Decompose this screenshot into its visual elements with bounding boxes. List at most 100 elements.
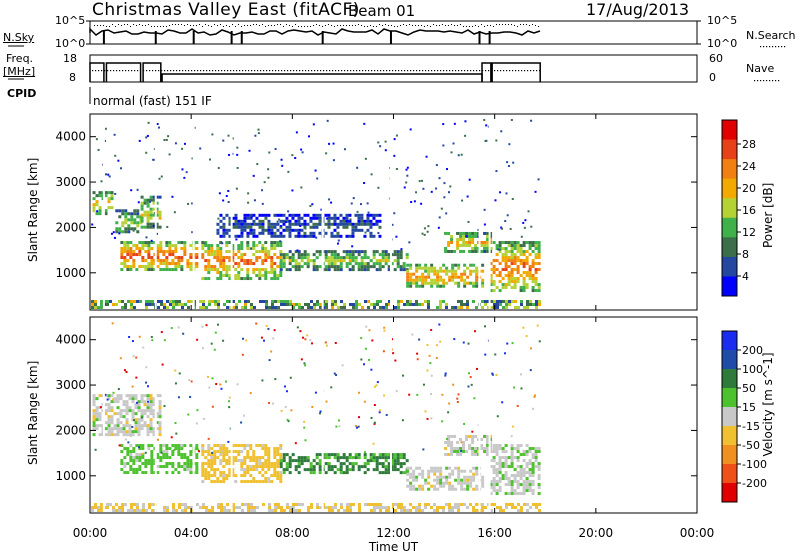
echo-cell [525, 256, 529, 260]
echo-cell [258, 231, 262, 235]
echo-cell [436, 487, 440, 491]
echo-cell [427, 275, 431, 279]
echo-cell [333, 465, 337, 469]
echo-cell [492, 447, 496, 451]
echo-cell [486, 237, 490, 241]
echo-cell [498, 477, 502, 481]
echo-cell [330, 231, 334, 235]
echo-cell [516, 444, 520, 448]
echo-cell [184, 503, 187, 506]
echo-cell [325, 306, 328, 309]
echo-cell [267, 447, 271, 451]
power-colorbar-segment [722, 256, 737, 277]
echo-cell [351, 265, 355, 269]
nave-dot [329, 70, 331, 72]
echo-cell [421, 484, 425, 488]
echo-cell [287, 170, 290, 173]
echo-cell [366, 228, 370, 232]
echo-cell [136, 503, 139, 506]
freq-unit-label: [MHz] [3, 65, 36, 78]
echo-cell [171, 453, 175, 457]
echo-cell [216, 323, 219, 326]
echo-cell [445, 466, 449, 470]
echo-cell [149, 418, 153, 422]
echo-cell [252, 271, 256, 275]
echo-cell [511, 342, 514, 345]
echo-cell [445, 478, 449, 482]
echo-cell [360, 268, 364, 272]
echo-cell [461, 199, 464, 202]
echo-cell [395, 167, 398, 170]
echo-cell [364, 451, 367, 454]
echo-cell [150, 262, 154, 266]
echo-cell [171, 244, 175, 248]
echo-cell [279, 244, 283, 248]
echo-cell [451, 487, 455, 491]
echo-cell [135, 376, 138, 379]
echo-cell [222, 459, 226, 463]
echo-cell [125, 400, 129, 404]
echo-cell [456, 240, 460, 244]
echo-cell [348, 456, 352, 460]
echo-cell [352, 503, 355, 506]
echo-cell [442, 506, 445, 509]
nave-dot [308, 70, 310, 72]
echo-cell [495, 444, 499, 448]
echo-cell [306, 256, 310, 260]
echo-cell [457, 266, 461, 270]
echo-cell [348, 213, 352, 217]
echo-cell [333, 219, 337, 223]
echo-cell [137, 430, 141, 434]
echo-cell [422, 383, 425, 386]
echo-cell [303, 459, 307, 463]
echo-cell [161, 363, 164, 366]
echo-cell [466, 475, 470, 479]
echo-cell [222, 477, 226, 481]
echo-cell [378, 456, 382, 460]
echo-cell [98, 212, 102, 216]
echo-cell [303, 256, 307, 260]
echo-cell [152, 222, 156, 226]
echo-cell [335, 374, 338, 377]
echo-cell [311, 405, 314, 408]
noise-search-dot [388, 25, 389, 26]
velocity-colorbar-segment [722, 407, 737, 427]
echo-cell [219, 480, 223, 484]
echo-cell [445, 303, 448, 306]
echo-cell [498, 471, 502, 475]
echo-cell [163, 303, 166, 306]
echo-cell [514, 300, 517, 303]
echo-cell [334, 342, 337, 345]
echo-cell [213, 453, 217, 457]
echo-cell [276, 244, 280, 248]
echo-cell [231, 265, 235, 269]
echo-cell [139, 221, 143, 225]
echo-cell [363, 250, 367, 254]
echo-cell [147, 121, 150, 124]
echo-cell [338, 419, 341, 422]
echo-cell [504, 474, 508, 478]
echo-cell [501, 450, 505, 454]
echo-cell [319, 410, 322, 413]
echo-cell [498, 241, 502, 245]
echo-cell [451, 269, 455, 273]
echo-cell [381, 253, 385, 257]
echo-cell [264, 241, 268, 245]
echo-cell [366, 222, 370, 226]
echo-cell [126, 453, 130, 457]
cpid-label: CPID [7, 87, 37, 100]
noise-search-dot [364, 26, 365, 27]
echo-cell [279, 444, 283, 448]
echo-cell [363, 253, 367, 257]
echo-cell [250, 247, 253, 250]
noise-search-dot [271, 25, 272, 26]
echo-cell [504, 247, 508, 251]
echo-cell [440, 207, 443, 210]
echo-cell [138, 139, 141, 142]
echo-cell [516, 474, 520, 478]
echo-cell [372, 456, 376, 460]
echo-cell [294, 234, 298, 238]
echo-cell [336, 216, 340, 220]
echo-cell [339, 259, 343, 263]
echo-cell [433, 503, 436, 506]
